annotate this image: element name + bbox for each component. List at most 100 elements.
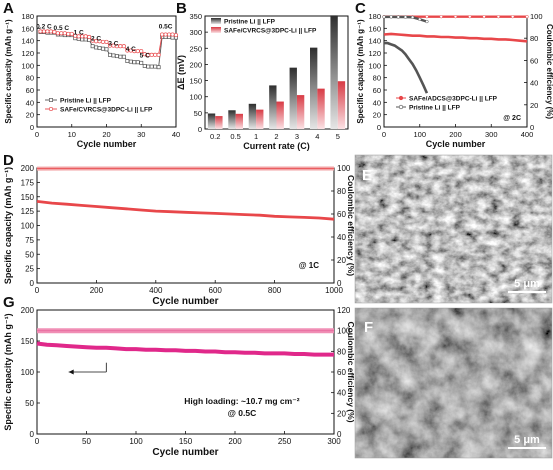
data-point — [98, 46, 101, 49]
data-point — [143, 64, 146, 67]
loading-annotation: High loading: ~10.7 mg cm⁻² — [184, 396, 299, 406]
y-tick-label: 40 — [373, 98, 381, 107]
data-point — [115, 54, 118, 57]
legend-marker — [399, 96, 403, 100]
y2-tick-label: 20 — [337, 256, 346, 265]
y-tick-label: 300 — [189, 28, 202, 37]
y-axis-title: Specific capacity (mAh g⁻¹) — [356, 19, 365, 124]
y-tick-label: 60 — [26, 86, 34, 95]
ce-point — [397, 16, 400, 19]
bar-safe — [215, 116, 222, 129]
y2-tick-label: 100 — [530, 12, 543, 21]
bar-safe — [338, 81, 345, 129]
rate-label: 0.5 C — [54, 25, 70, 32]
y-tick-label: 80 — [26, 74, 34, 83]
y-tick-label: 20 — [26, 111, 34, 120]
y-tick-label: 140 — [368, 37, 381, 46]
y-tick-label: 100 — [21, 368, 35, 377]
x-tick-label: 0 — [35, 286, 40, 295]
x-tick-label: 400 — [149, 286, 163, 295]
x-tick-label: 250 — [278, 437, 292, 446]
rate-label: 1 C — [74, 30, 84, 37]
x-axis-title: Cycle number — [426, 139, 486, 149]
y2-tick-label: 80 — [337, 347, 346, 356]
panel-letter-f: F — [364, 319, 373, 336]
ce-point — [454, 15, 457, 18]
data-point — [150, 65, 153, 68]
bar-safe — [297, 95, 304, 129]
y2-tick-label: 60 — [337, 368, 346, 377]
y-tick-label: 40 — [26, 98, 34, 107]
loading-annotation: @ 0.5C — [228, 408, 257, 418]
x-tick-label: 4 — [315, 132, 319, 141]
y-tick-label: 150 — [21, 337, 35, 346]
ce-point — [404, 16, 407, 19]
data-point — [67, 32, 70, 35]
ce-point — [483, 15, 486, 18]
bar-safe — [236, 114, 243, 129]
x-tick-label: 150 — [179, 437, 193, 446]
x-tick-label: 5 — [336, 132, 340, 141]
legend-label: SAFe/CVRCS@3DPC-Li || LFP — [60, 107, 153, 114]
rate-label: 5 C — [140, 52, 150, 59]
panel-letter-b: B — [176, 0, 187, 17]
data-point — [108, 53, 111, 56]
x-tick-label: 600 — [209, 286, 223, 295]
capacity-line — [384, 34, 527, 41]
x-axis-title: Cycle number — [152, 447, 218, 458]
panel-letter-d: D — [3, 152, 14, 169]
x-tick-label: 20 — [102, 130, 110, 139]
y-tick-label: 0 — [198, 125, 202, 134]
y2-axis-title: Coulombic efficiency (%) — [545, 24, 553, 119]
legend-marker — [49, 98, 52, 101]
x-axis-title: Current rate (C) — [243, 141, 310, 151]
y-axis-title: ΔE (mV) — [176, 55, 186, 90]
rate-annotation: @ 2C — [503, 115, 521, 122]
y-tick-label: 180 — [368, 12, 381, 21]
ce-point — [390, 15, 393, 18]
y-tick-label: 150 — [189, 77, 202, 86]
bar-safe — [256, 110, 263, 129]
data-point — [119, 45, 122, 48]
y-tick-label: 120 — [21, 49, 34, 58]
x-tick-label: 100 — [413, 130, 426, 139]
data-point — [119, 55, 122, 58]
x-tick-label: 40 — [172, 130, 180, 139]
rate-label: 4 C — [126, 46, 136, 53]
data-point — [91, 45, 94, 48]
y-tick-label: 120 — [368, 49, 381, 58]
x-tick-label: 30 — [137, 130, 145, 139]
data-point — [164, 33, 167, 36]
y-tick-label: 60 — [373, 86, 381, 95]
y-tick-label: 50 — [194, 109, 202, 118]
y2-axis-title: Coulombic efficiency (%) — [346, 175, 356, 276]
x-tick-label: 0 — [382, 130, 386, 139]
panel-letter-a: A — [3, 0, 14, 17]
capacity-line — [37, 201, 334, 219]
y2-tick-label: 20 — [530, 101, 538, 110]
ce-point — [426, 20, 429, 23]
data-point — [154, 65, 157, 68]
y2-tick-label: 100 — [337, 164, 351, 173]
x-axis-title: Cycle number — [152, 296, 218, 307]
ce-point — [383, 15, 386, 18]
capacity-line — [384, 43, 427, 93]
scale-label-f: 5 μm — [514, 434, 540, 446]
x-tick-label: 2 — [274, 132, 278, 141]
y-tick-label: 100 — [189, 93, 202, 102]
legend-marker — [49, 107, 52, 110]
x-tick-label: 200 — [90, 286, 104, 295]
bar-pristine — [269, 85, 276, 129]
data-point — [94, 46, 97, 49]
scale-label-e: 5 μm — [514, 278, 540, 290]
y2-axis-title: Coulombic efficiency (%) — [346, 321, 356, 422]
panel-letter-e: E — [362, 167, 372, 184]
data-point — [167, 33, 170, 36]
panel-letter-g: G — [3, 294, 15, 311]
data-point — [126, 59, 129, 62]
ce-point — [511, 15, 514, 18]
y2-tick-label: 60 — [337, 210, 346, 219]
y2-tick-label: 40 — [337, 233, 346, 242]
